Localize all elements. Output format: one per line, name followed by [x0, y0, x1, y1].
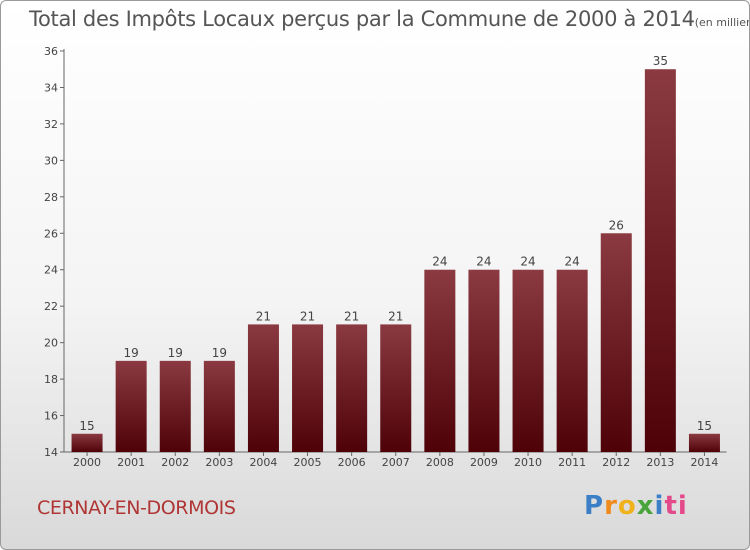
logo-letter: P: [584, 491, 605, 521]
x-tick-label: 2003: [205, 456, 233, 469]
x-tick-label: 2009: [470, 456, 498, 469]
bar-value-label: 21: [388, 309, 403, 323]
bar-value-label: 15: [697, 419, 712, 433]
bar-value-label: 19: [212, 346, 227, 360]
x-tick-label: 2012: [602, 456, 630, 469]
x-tick-label: 2000: [73, 456, 101, 469]
y-tick-label: 18: [44, 373, 58, 386]
bar-value-label: 19: [124, 346, 139, 360]
bar-2014: [688, 433, 720, 452]
label-layer: 15 2000 19 2001 19 2002 19 2003 21 2004 21 2005 21 20…: [73, 54, 718, 469]
chart-title: Total des Impôts Locaux perçus par la Co…: [29, 7, 749, 31]
x-tick-label: 2004: [249, 456, 277, 469]
x-tick-label: 2014: [690, 456, 718, 469]
y-tick-label: 20: [44, 337, 58, 350]
logo-letter: x: [636, 491, 655, 521]
y-tick-label: 34: [44, 81, 58, 94]
y-tick-label: 14: [44, 446, 58, 459]
x-tick-label: 2005: [294, 456, 322, 469]
y-tick-label: 32: [44, 118, 58, 131]
logo-letter: ti: [664, 491, 688, 521]
bar-2000: [71, 433, 103, 452]
y-tick-label: 36: [44, 45, 58, 58]
bar-value-label: 35: [653, 54, 668, 68]
bar-value-label: 21: [300, 309, 315, 323]
logo-letter: i: [654, 491, 665, 521]
y-tick-label: 28: [44, 191, 58, 204]
commune-name: CERNAY-EN-DORMOIS: [37, 497, 236, 519]
bar-2010: [512, 269, 544, 452]
bar-2012: [600, 233, 632, 452]
y-tick-label: 30: [44, 154, 58, 167]
bar-2008: [424, 269, 456, 452]
proxiti-logo: Proxiti: [584, 491, 688, 521]
bar-value-label: 24: [476, 255, 491, 269]
x-tick-label: 2008: [426, 456, 454, 469]
bar-value-label: 21: [344, 309, 359, 323]
chart-title-unit: (en milliers d'€): [694, 16, 749, 29]
y-tick-label: 22: [44, 300, 58, 313]
bar-value-label: 24: [432, 255, 447, 269]
axis-layer: 14 16 18 20 22 24 26 28 30 32 34 36: [44, 45, 727, 459]
x-tick-label: 2001: [117, 456, 145, 469]
bar-2003: [203, 360, 235, 452]
bar-2002: [159, 360, 191, 452]
bar-2009: [468, 269, 500, 452]
bar-2004: [247, 324, 279, 452]
bar-value-label: 24: [520, 255, 535, 269]
logo-letter: o: [617, 491, 637, 521]
bar-value-label: 15: [79, 419, 94, 433]
bar-value-label: 24: [565, 255, 580, 269]
x-tick-label: 2006: [338, 456, 366, 469]
y-tick-label: 26: [44, 227, 58, 240]
bar-value-label: 21: [256, 309, 271, 323]
chart-title-text: Total des Impôts Locaux perçus par la Co…: [29, 7, 695, 31]
bar-value-label: 19: [168, 346, 183, 360]
bar-value-label: 26: [609, 218, 624, 232]
bar-2006: [336, 324, 368, 452]
x-tick-label: 2002: [161, 456, 189, 469]
x-tick-label: 2010: [514, 456, 542, 469]
logo-letter: r: [604, 491, 618, 521]
bar-2005: [292, 324, 324, 452]
x-tick-label: 2013: [646, 456, 674, 469]
bar-2007: [380, 324, 412, 452]
bar-2011: [556, 269, 588, 452]
y-tick-label: 24: [44, 264, 58, 277]
bar-2013: [644, 69, 676, 453]
x-tick-label: 2007: [382, 456, 410, 469]
bar-2001: [115, 360, 147, 452]
y-tick-label: 16: [44, 410, 58, 423]
bar-layer: [71, 69, 720, 453]
x-tick-label: 2011: [558, 456, 586, 469]
